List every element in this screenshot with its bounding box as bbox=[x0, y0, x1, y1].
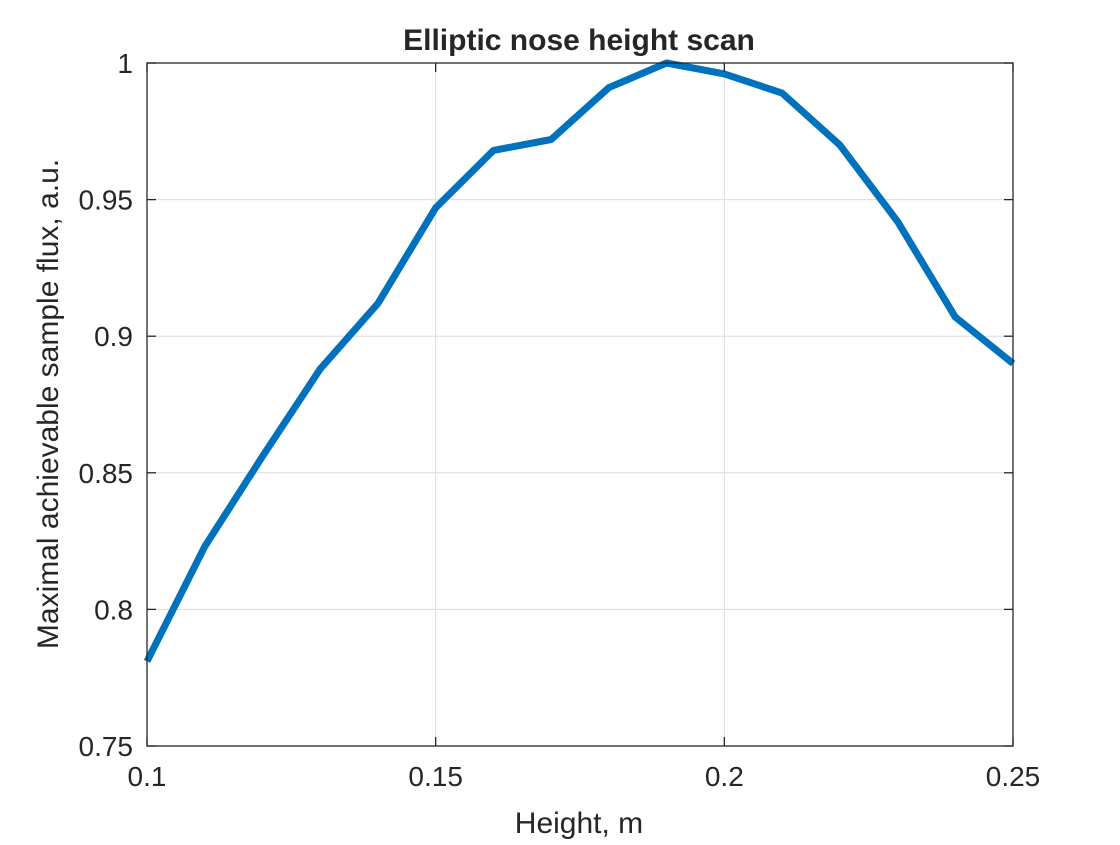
grid-lines bbox=[146, 62, 1014, 747]
data-point bbox=[608, 87, 610, 89]
x-tick-label: 0.25 bbox=[986, 761, 1041, 792]
data-point bbox=[781, 92, 783, 94]
y-tick-label: 0.8 bbox=[94, 594, 133, 625]
x-tick-label: 0.1 bbox=[128, 761, 167, 792]
data-point bbox=[319, 368, 321, 370]
data-point bbox=[839, 144, 841, 146]
data-point bbox=[550, 138, 552, 140]
y-tick-label: 1 bbox=[117, 48, 133, 79]
data-point bbox=[492, 149, 494, 151]
data-point bbox=[435, 207, 437, 209]
data-point bbox=[897, 220, 899, 222]
data-point bbox=[377, 302, 379, 304]
y-tick-label: 0.85 bbox=[79, 458, 134, 489]
y-axis-label: Maximal achievable sample flux, a.u. bbox=[32, 159, 65, 649]
data-series bbox=[143, 59, 1016, 663]
data-point bbox=[954, 316, 956, 318]
y-tick-label: 0.75 bbox=[79, 731, 134, 762]
y-tick-label: 0.9 bbox=[94, 321, 133, 352]
tick-labels: 0.1 0.15 0.2 0.25 0.75 0.8 0.85 0.9 0.95 1 bbox=[79, 48, 1041, 792]
chart-title: Elliptic nose height scan bbox=[403, 24, 755, 57]
tick-marks bbox=[146, 62, 1014, 747]
x-axis-label: Height, m bbox=[515, 807, 643, 840]
y-tick-label: 0.95 bbox=[79, 185, 134, 216]
data-point bbox=[261, 455, 263, 457]
series-line bbox=[143, 59, 1016, 663]
axes-box bbox=[146, 62, 1014, 747]
x-tick-label: 0.15 bbox=[408, 761, 463, 792]
x-tick-label: 0.2 bbox=[705, 761, 744, 792]
data-point bbox=[723, 73, 725, 75]
data-point bbox=[204, 546, 206, 548]
